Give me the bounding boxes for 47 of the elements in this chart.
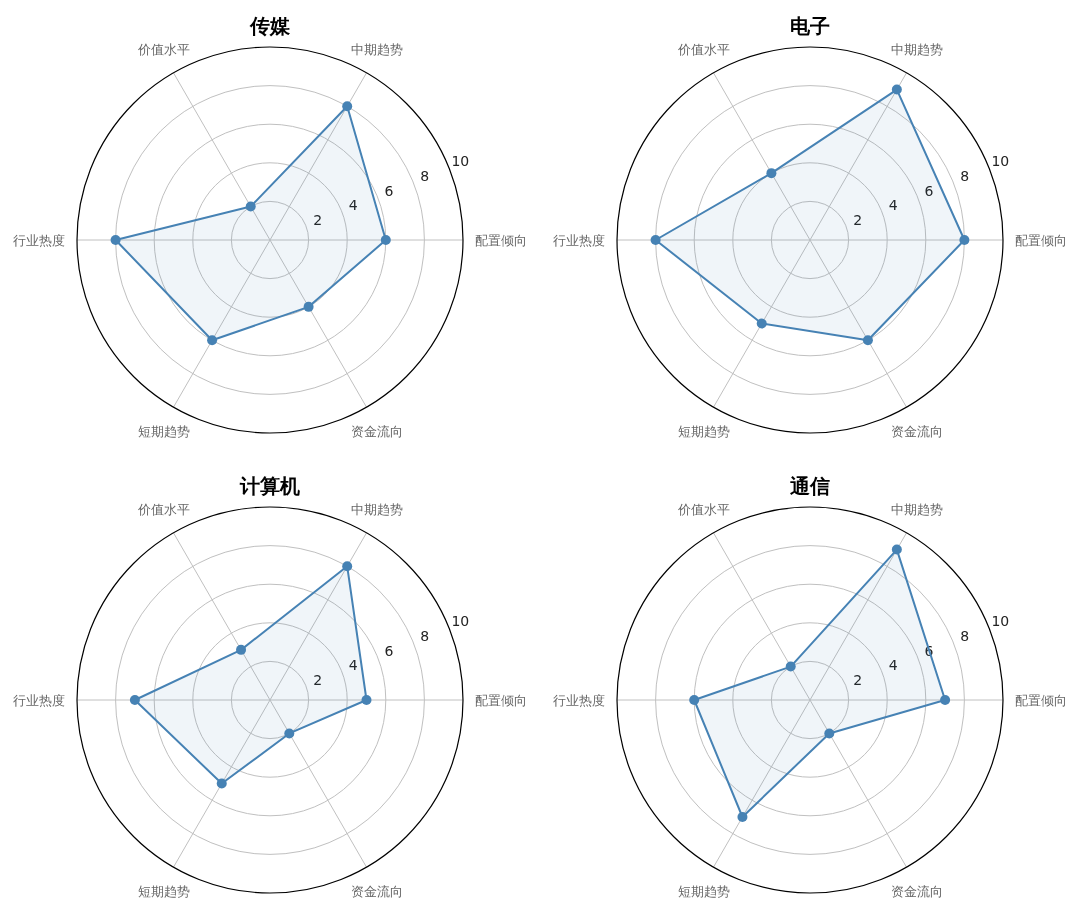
y-tick-label: 4 [888,657,898,674]
y-tick-label: 10 [991,153,1010,170]
spoke-label: 短期趋势 [137,423,190,439]
spoke-label: 行业热度 [13,693,65,708]
spoke-label: 中期趋势 [890,42,943,58]
y-tick-label: 8 [960,167,970,184]
y-tick-label: 4 [348,657,358,674]
y-tick-label: 6 [384,642,394,659]
y-tick-label: 8 [960,627,970,644]
spoke-label: 价值水平 [136,502,190,518]
spoke-label: 价值水平 [136,42,190,58]
chart-title: 传媒 [249,14,291,38]
y-tick-label: 2 [313,672,323,689]
y-tick-label: 6 [384,182,394,199]
spoke-label: 配置倾向 [475,233,527,248]
spoke-label: 价值水平 [676,42,730,58]
y-tick-label: 2 [853,672,863,689]
chart-title: 计算机 [239,474,300,498]
spoke-label: 行业热度 [13,233,65,248]
spoke-label: 短期趋势 [677,423,730,439]
spoke-label: 行业热度 [553,233,605,248]
y-tick-label: 10 [991,613,1010,630]
y-tick-label: 2 [313,212,323,229]
spoke-label: 资金流向 [890,423,943,439]
y-tick-label: 8 [420,627,430,644]
spoke-label: 价值水平 [676,502,730,518]
y-tick-label: 10 [451,613,470,630]
spoke-label: 中期趋势 [350,502,403,518]
spoke-label: 中期趋势 [890,502,943,518]
chart-title: 通信 [789,474,830,498]
y-tick-label: 10 [451,153,470,170]
spoke-label: 资金流向 [890,883,943,899]
spoke-label: 资金流向 [350,883,403,899]
y-tick-label: 8 [420,167,430,184]
y-tick-label: 4 [348,197,358,214]
y-tick-label: 6 [924,182,934,199]
spoke-label: 行业热度 [553,693,605,708]
y-tick-label: 2 [853,212,863,229]
y-tick-label: 4 [888,197,898,214]
spoke-label: 配置倾向 [1015,233,1067,248]
spoke-label: 资金流向 [350,423,403,439]
spoke-label: 中期趋势 [350,42,403,58]
spoke-label: 配置倾向 [475,693,527,708]
chart-title: 电子 [790,14,830,38]
spoke-label: 短期趋势 [677,883,730,899]
spoke-label: 配置倾向 [1015,693,1067,708]
spoke-label: 短期趋势 [137,883,190,899]
